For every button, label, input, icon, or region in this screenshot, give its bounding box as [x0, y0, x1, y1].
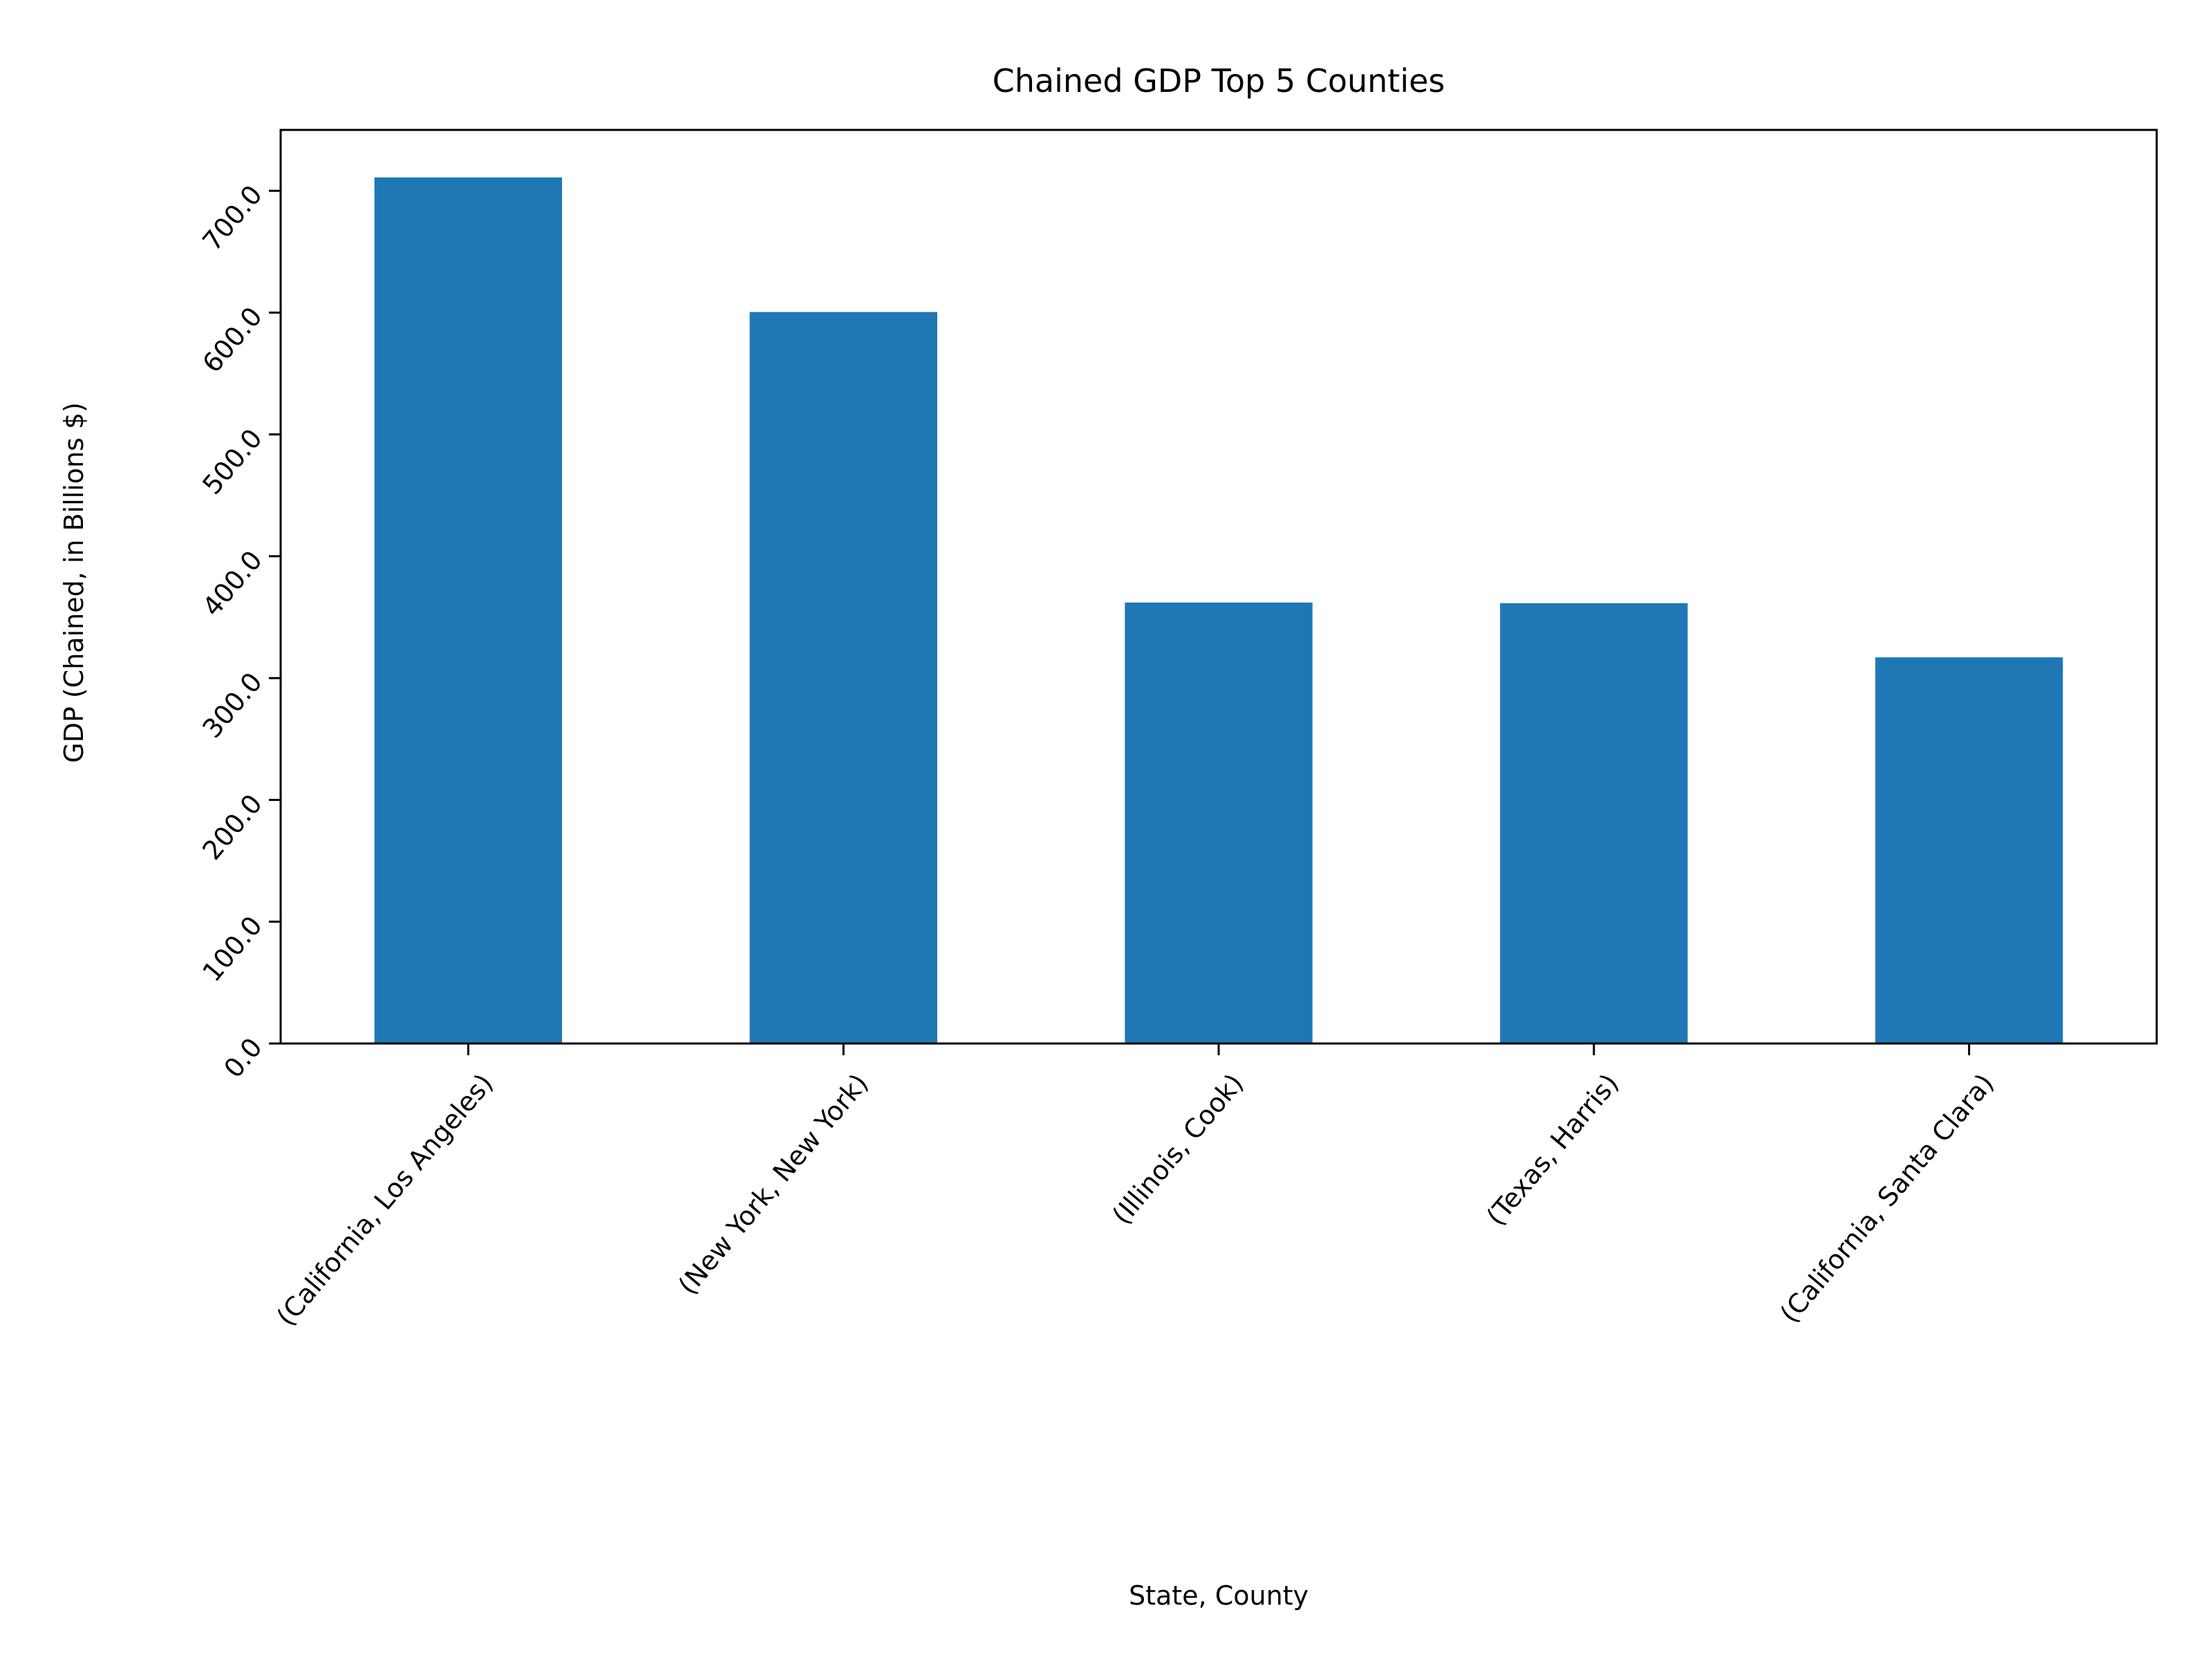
- plot-frame: [279, 129, 2158, 1045]
- bar-1: [374, 177, 563, 1044]
- bar-2: [749, 312, 937, 1044]
- x-axis-label: State, County: [1129, 1580, 1309, 1611]
- bar-4: [1500, 603, 1688, 1044]
- chart-title: Chained GDP Top 5 Counties: [993, 62, 1445, 100]
- bar-5: [1875, 657, 2063, 1044]
- bar-3: [1125, 602, 1313, 1044]
- bars-layer: [374, 177, 2063, 1044]
- y-axis-label: GDP (Chained, in Billions $): [59, 402, 89, 763]
